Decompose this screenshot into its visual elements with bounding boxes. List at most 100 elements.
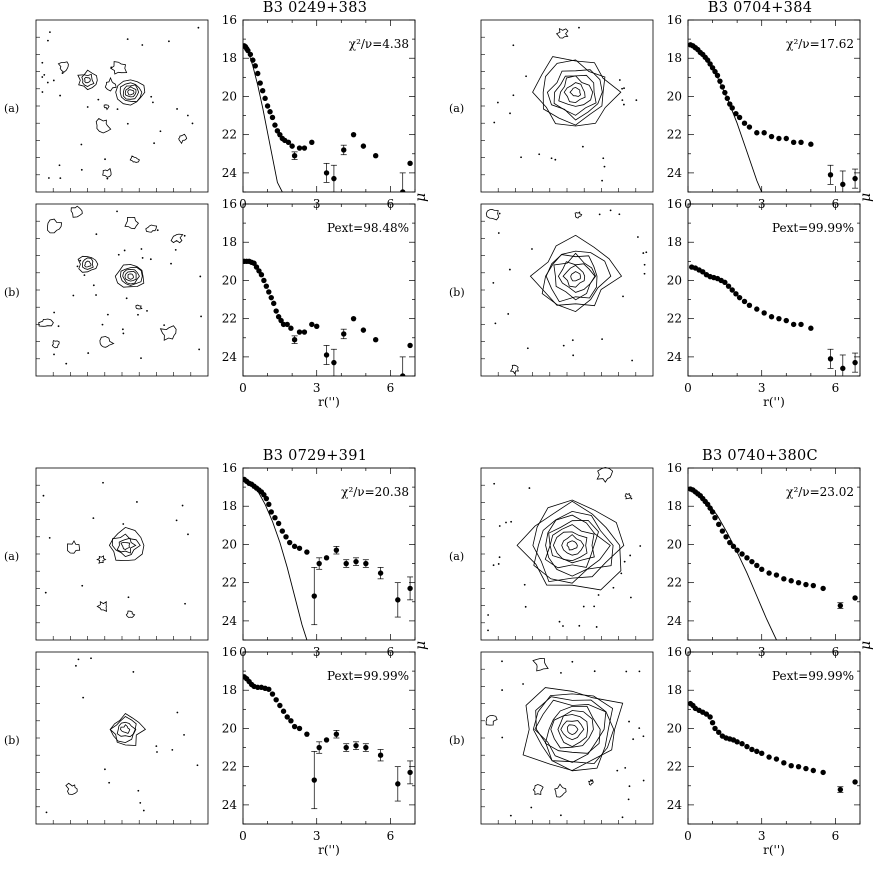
contour-ring <box>558 75 594 107</box>
plot-frame <box>687 651 861 825</box>
data-point <box>360 143 367 149</box>
contour-noise <box>498 556 501 559</box>
contour-noise <box>186 114 189 117</box>
fit-annotation: χ²/ν=23.02 <box>786 485 854 499</box>
data-point <box>795 579 802 586</box>
contour-noise <box>72 294 75 297</box>
plot-frame <box>687 19 861 193</box>
contour-noise <box>125 297 128 300</box>
contour-ring <box>115 79 146 106</box>
contour-noise <box>623 560 626 563</box>
data-point <box>741 298 748 305</box>
contour-noise <box>526 347 529 350</box>
contour-noise <box>175 519 178 522</box>
data-point <box>256 268 262 274</box>
contour-noise <box>501 736 504 739</box>
data-point <box>803 581 809 588</box>
plot-area <box>688 264 859 376</box>
contour-noise <box>142 809 145 812</box>
panel: (a)1618202224036χ²/ν=20.38μ <box>4 461 429 659</box>
contour-ring <box>532 693 614 772</box>
data-point <box>744 743 750 750</box>
plot-area <box>243 43 413 192</box>
contour-noise <box>96 555 107 564</box>
panel-tag: (b) <box>4 286 20 299</box>
y-tick-label: 22 <box>667 128 682 142</box>
contour-noise <box>46 218 63 234</box>
plot-frame <box>242 203 416 377</box>
x-tick-label: 3 <box>758 829 766 843</box>
contour-noise <box>140 357 142 360</box>
contour-ring <box>546 69 603 121</box>
contour-noise <box>92 517 95 520</box>
contour-noise <box>616 769 619 772</box>
contour-noise <box>59 94 62 97</box>
contour-noise <box>122 523 125 525</box>
plot-area <box>243 476 414 640</box>
panel-tag: (b) <box>449 734 465 747</box>
data-point <box>714 72 721 79</box>
contour-noise <box>121 328 124 331</box>
contour-ring <box>541 250 612 313</box>
data-point <box>798 139 804 146</box>
data-point <box>279 528 286 534</box>
data-point <box>808 141 814 147</box>
plot-area <box>688 42 859 192</box>
data-point <box>285 139 292 146</box>
y-tick-label: 18 <box>222 51 237 65</box>
contour-noise <box>622 295 624 298</box>
panel: (a)1618202224036χ²/ν=23.02μ <box>449 461 874 659</box>
contour-noise <box>643 263 646 266</box>
contour-noise <box>497 232 500 234</box>
contour-noise <box>163 324 166 327</box>
y-tick-label: 18 <box>222 683 237 697</box>
contour-noise <box>199 275 202 278</box>
data-point <box>827 356 834 362</box>
data-point <box>734 739 740 745</box>
y-tick-label: 22 <box>222 760 237 774</box>
data-point <box>852 779 858 785</box>
panel: (a)1618202224036χ²/ν=17.62μ <box>449 13 874 211</box>
contour-noise <box>525 75 527 78</box>
data-point <box>400 189 406 192</box>
contour-noise <box>79 259 82 262</box>
fit-annotation: Pext=98.48% <box>327 221 409 235</box>
contour-ring <box>562 264 586 288</box>
data-point <box>267 109 273 115</box>
contour-noise <box>178 133 188 145</box>
data-point <box>754 748 760 755</box>
data-point <box>722 89 728 96</box>
y-tick-label: 24 <box>667 798 683 812</box>
y-tick-label: 22 <box>667 576 682 590</box>
data-point <box>275 314 282 320</box>
contour-noise <box>197 26 200 29</box>
contour-ring <box>77 255 99 273</box>
psf-model-line <box>243 479 308 640</box>
contour-noise <box>80 143 83 146</box>
contour-noise <box>116 108 119 111</box>
contour-noise <box>43 74 46 76</box>
contour-noise <box>524 605 527 608</box>
contour-noise <box>127 596 130 599</box>
contour-noise <box>593 670 596 673</box>
data-point <box>296 725 303 732</box>
contour-noise <box>53 311 56 314</box>
contour-noise <box>76 265 79 268</box>
data-point <box>286 539 293 546</box>
contour-frame <box>480 203 654 377</box>
contour-noise <box>187 533 189 536</box>
data-point <box>837 786 844 793</box>
plot-area <box>688 486 858 640</box>
data-point <box>729 105 735 111</box>
contour-noise <box>57 61 69 73</box>
y-tick-label: 18 <box>222 235 237 249</box>
data-point <box>341 147 347 153</box>
x-tick-label: 0 <box>239 381 247 395</box>
data-point <box>707 61 713 67</box>
contour-noise <box>642 779 645 782</box>
data-point <box>296 545 303 551</box>
data-point <box>852 175 858 182</box>
data-point <box>741 120 748 126</box>
contour-noise <box>638 727 641 730</box>
data-point <box>301 145 308 151</box>
